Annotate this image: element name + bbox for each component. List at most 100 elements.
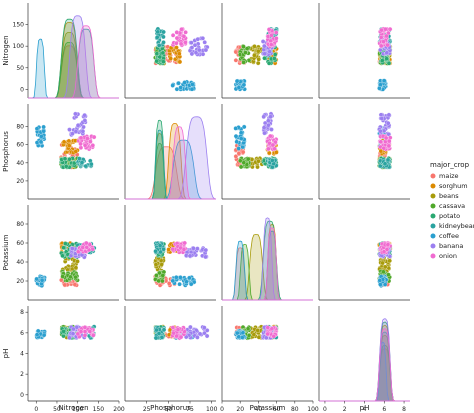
point-kidneybeans [161, 40, 166, 45]
point-potato [272, 52, 278, 57]
y-axis-label-Phosphorus: Phosphorus [2, 131, 10, 172]
point-coffee [377, 278, 383, 283]
point-kidneybeans [154, 327, 159, 333]
point-coffee [382, 282, 388, 287]
panel-pH-vs-Potassium: 0 20 40 60 80 100 [220, 306, 319, 413]
x-axis-label-pH: pH [360, 404, 370, 412]
point-banana [261, 125, 267, 130]
point-onion [178, 41, 184, 47]
point-onion [183, 30, 188, 35]
point-onion [269, 33, 274, 38]
point-sorghum [177, 59, 183, 65]
point-beans [255, 60, 261, 66]
point-onion [265, 325, 271, 330]
y-tick-label: 80 [16, 124, 24, 131]
point-coffee [39, 277, 45, 283]
y-tick-label: 100 [13, 43, 25, 50]
point-onion [182, 240, 187, 246]
panel-Phosphorus-vs-Potassium [221, 104, 313, 200]
point-potato [62, 156, 68, 162]
point-maize [233, 58, 239, 63]
point-beans [251, 332, 257, 337]
panel-pH-vs-Nitrogen: 0 50 100 150 200 0 2 4 6 8 [20, 306, 125, 413]
point-cassava [160, 278, 165, 284]
point-onion [174, 40, 179, 46]
point-banana [195, 335, 200, 340]
point-onion [383, 26, 388, 32]
x-tick-label: 50 [165, 406, 173, 413]
kde-onion [28, 25, 119, 99]
point-sorghum [274, 150, 279, 155]
point-banana [71, 326, 76, 332]
legend-label-kidneybeans: kidneybeans [439, 222, 474, 230]
point-onion [378, 35, 384, 40]
point-onion [269, 326, 275, 332]
y-tick-label: 6 [20, 330, 24, 337]
x-tick-label: 8 [402, 406, 406, 413]
point-onion [378, 139, 384, 145]
point-potato [384, 56, 389, 61]
point-coffee [236, 85, 242, 90]
legend-marker-onion [430, 253, 436, 259]
point-banana [203, 247, 209, 253]
point-cassava [386, 272, 391, 277]
point-onion [268, 42, 274, 47]
point-cassava [243, 50, 248, 55]
point-potato [262, 55, 267, 61]
kde-kidneybeans [319, 331, 410, 402]
panel-Nitrogen-vs-pH [318, 3, 410, 99]
panel-Phosphorus-vs-Phosphorus [124, 104, 217, 200]
x-tick-label: 25 [143, 406, 151, 413]
x-tick-label: 2 [343, 406, 347, 413]
point-coffee [238, 136, 244, 141]
point-beans [252, 44, 257, 49]
point-potato [386, 61, 392, 66]
point-kidneybeans [161, 327, 167, 333]
point-coffee [38, 139, 44, 145]
point-banana [200, 51, 206, 57]
point-onion [181, 247, 187, 252]
point-banana [189, 40, 194, 45]
kde-coffee [319, 341, 410, 402]
point-banana [191, 246, 196, 251]
point-cassava [73, 274, 78, 280]
point-coffee [234, 78, 240, 84]
point-onion [265, 331, 270, 337]
point-onion [90, 143, 96, 148]
point-onion [274, 36, 279, 41]
point-potato [380, 58, 385, 63]
legend: major_crop maize sorghum beans cassava potat… [430, 161, 474, 260]
point-onion [84, 240, 89, 246]
point-coffee [177, 281, 182, 287]
y-tick-label: 20 [16, 178, 24, 185]
point-banana [192, 42, 198, 48]
point-banana [268, 114, 273, 119]
legend-title: major_crop [430, 161, 470, 169]
point-potato [63, 164, 69, 169]
point-banana [187, 253, 193, 259]
panel-Potassium-vs-Potassium [221, 205, 313, 301]
x-tick-label: 60 [273, 406, 281, 413]
point-banana [261, 114, 266, 120]
point-beans [256, 48, 261, 54]
point-cassava [238, 158, 243, 164]
point-banana [202, 325, 207, 330]
point-sorghum [66, 143, 72, 148]
point-kidneybeans [83, 163, 89, 169]
legend-marker-kidneybeans [430, 223, 436, 229]
legend-label-beans: beans [439, 192, 459, 200]
point-banana [267, 49, 272, 54]
point-onion [384, 247, 390, 252]
x-tick-label: 200 [113, 406, 125, 413]
point-onion [379, 27, 384, 33]
point-beans [252, 53, 257, 58]
point-banana [262, 43, 267, 49]
point-onion [378, 43, 384, 49]
point-kidneybeans [77, 156, 82, 161]
point-onion [272, 146, 277, 151]
point-coffee [34, 332, 40, 337]
point-coffee [377, 86, 382, 91]
point-banana [202, 40, 207, 45]
point-banana [379, 116, 384, 121]
